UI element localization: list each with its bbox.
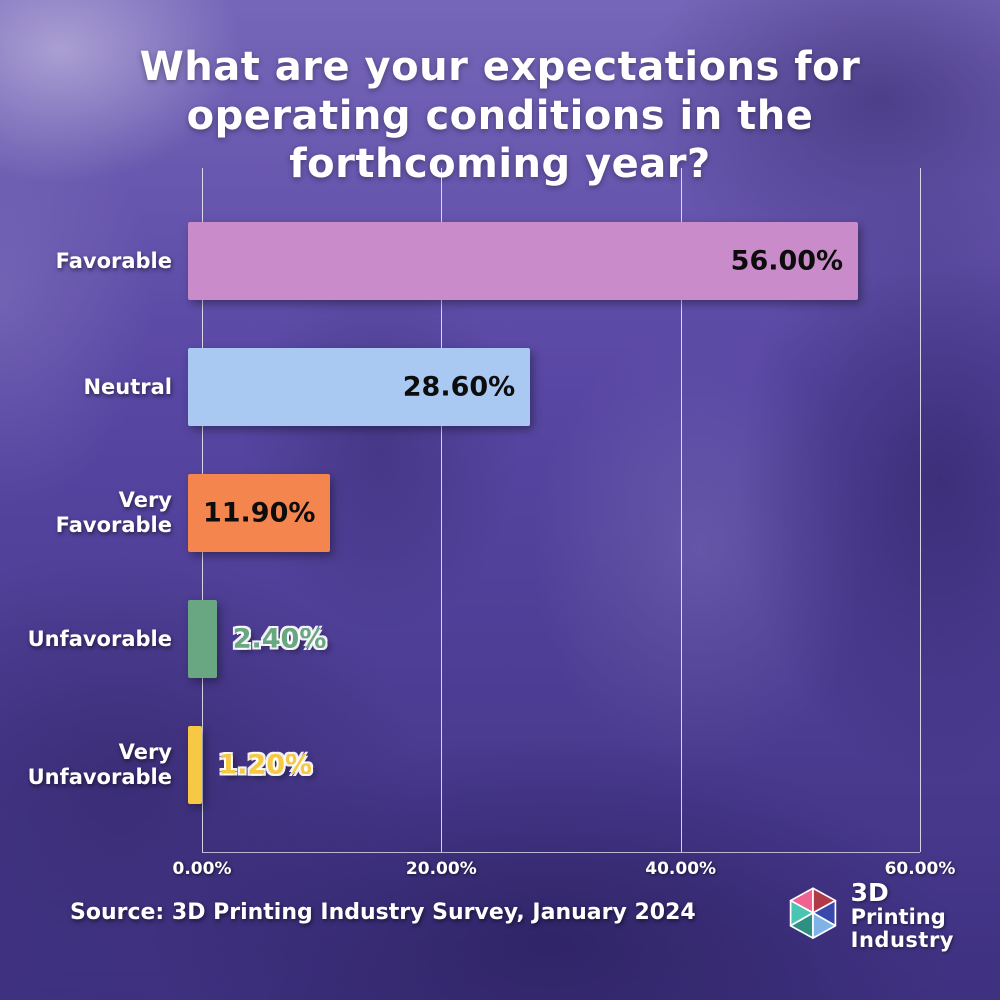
category-label: Favorable <box>55 248 172 273</box>
value-label: 56.00% <box>730 245 844 277</box>
source-text: Source: 3D Printing Industry Survey, Jan… <box>70 900 696 925</box>
x-axis-tick-label: 20.00% <box>405 859 477 879</box>
chart-bar-row: Very Favorable 11.90% <box>0 450 1000 576</box>
x-axis-tick-label: 40.00% <box>645 859 717 879</box>
category-label: Very Favorable <box>55 488 172 537</box>
x-axis-tick-label: 0.00% <box>172 859 232 879</box>
category-label: Neutral <box>83 374 172 399</box>
chart-title: What are your expectations for operating… <box>139 43 861 188</box>
brand-logo: 3D Printing Industry <box>785 880 954 951</box>
value-label: 28.60% <box>402 371 516 403</box>
logo-line: 3D <box>850 878 889 907</box>
bar: 56.00% <box>188 222 859 300</box>
logo-cube-icon <box>785 883 841 949</box>
bar-track: 2.40% <box>188 600 906 678</box>
chart-bar-row: Favorable 56.00% <box>0 198 1000 324</box>
x-axis-tick-label: 60.00% <box>884 859 956 879</box>
chart-bar-row: Unfavorable 2.40% <box>0 576 1000 702</box>
gridline <box>920 168 921 852</box>
bar <box>188 600 217 678</box>
bar: 11.90% <box>188 474 331 552</box>
bar: 28.60% <box>188 348 531 426</box>
chart-bar-row: Very Unfavorable 1.20% <box>0 702 1000 828</box>
logo-line: Printing <box>850 905 946 929</box>
value-label: 1.20% <box>218 749 313 781</box>
gridline <box>441 168 443 852</box>
bar-track: 28.60% <box>188 348 906 426</box>
logo-text: 3D Printing Industry <box>851 880 954 951</box>
category-label: Unfavorable <box>27 626 172 651</box>
bar-chart: Favorable 56.00% Neutral 28.60% Very Favorab… <box>0 198 1000 828</box>
bar <box>188 726 203 804</box>
value-label: 2.40% <box>232 623 327 655</box>
value-label: 11.90% <box>202 497 316 529</box>
chart-bar-row: Neutral 28.60% <box>0 324 1000 450</box>
logo-line: Industry <box>850 928 954 952</box>
x-axis: 0.00% 20.00% 40.00% 60.00% <box>173 859 956 885</box>
bar-track: 1.20% <box>188 726 906 804</box>
category-label: Very Unfavorable <box>27 740 172 789</box>
bar-track: 56.00% <box>188 222 906 300</box>
bar-track: 11.90% <box>188 474 906 552</box>
gridline <box>680 168 682 852</box>
